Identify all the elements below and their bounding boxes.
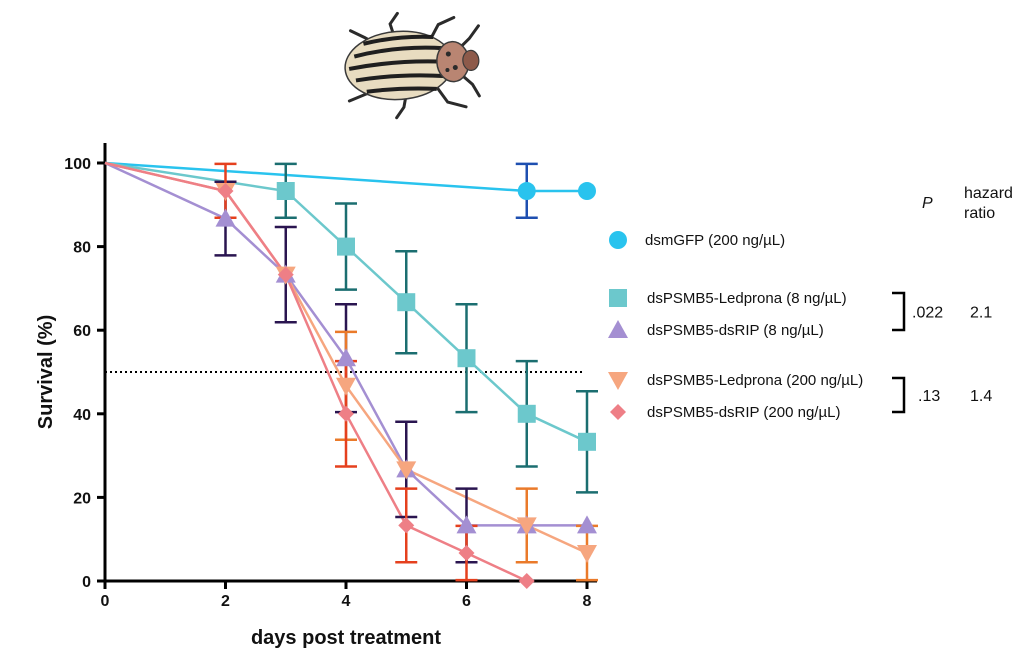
data-point-2 — [517, 404, 536, 423]
data-point-5 — [398, 517, 415, 534]
legend-marker-1 — [609, 231, 627, 249]
p-value-1: .022 — [912, 305, 943, 322]
data-point-5 — [217, 183, 234, 200]
legend-marker-2 — [609, 289, 627, 307]
y-axis-title: Survival (%) — [35, 315, 57, 429]
data-point-1 — [517, 182, 536, 201]
series-markers — [215, 182, 597, 589]
legend: dsmGFP (200 ng/µL) dsPSMB5-Ledprona (8 ng… — [608, 231, 863, 421]
legend-marker-3 — [608, 320, 628, 338]
hazard-ratio-1: 2.1 — [970, 305, 992, 322]
x-tick-label: 8 — [583, 593, 592, 610]
x-axis-title: days post treatment — [251, 627, 441, 649]
p-header: P — [922, 195, 933, 212]
data-point-5 — [277, 266, 294, 283]
x-tick-label: 0 — [101, 593, 110, 610]
data-point-3 — [215, 208, 236, 227]
data-point-3 — [456, 515, 477, 534]
p-value-2: .13 — [918, 388, 940, 405]
comparison-bracket-1 — [892, 291, 906, 332]
data-point-1 — [578, 182, 596, 201]
series-line-1 — [104, 161, 587, 193]
legend-label-3: dsPSMB5-dsRIP (8 ng/µL) — [647, 322, 824, 339]
comparison-bracket-2 — [892, 376, 906, 414]
data-point-3 — [577, 515, 597, 534]
data-point-4 — [516, 517, 537, 536]
y-tick-label: 40 — [73, 407, 91, 424]
data-point-4 — [396, 461, 417, 480]
legend-marker-4 — [608, 372, 628, 390]
y-tick-label: 100 — [64, 156, 91, 173]
data-point-2 — [276, 182, 295, 201]
y-tick-label: 0 — [82, 574, 91, 591]
data-point-3 — [336, 348, 356, 367]
data-point-2 — [457, 349, 476, 368]
data-point-5 — [518, 573, 535, 589]
legend-label-2: dsPSMB5-Ledprona (8 ng/µL) — [647, 290, 847, 307]
legend-label-5: dsPSMB5-dsRIP (200 ng/µL) — [647, 404, 840, 421]
y-tick-label: 60 — [73, 323, 91, 340]
hazard-header-line1: hazard — [964, 185, 1013, 202]
x-tick-label: 4 — [342, 593, 351, 610]
hazard-ratio-2: 1.4 — [970, 388, 992, 405]
data-point-5 — [458, 544, 475, 561]
y-tick-label: 80 — [73, 240, 91, 257]
legend-label-1: dsmGFP (200 ng/µL) — [645, 232, 785, 249]
y-tick-label: 20 — [73, 490, 91, 507]
x-tick-label: 6 — [462, 593, 471, 610]
data-point-4 — [577, 544, 597, 563]
hazard-header-line2: ratio — [964, 205, 995, 222]
data-point-2 — [337, 237, 355, 256]
beetle-illustration — [344, 11, 481, 120]
x-tick-label: 2 — [221, 593, 230, 610]
series-line-3 — [104, 161, 587, 527]
legend-marker-5 — [610, 404, 626, 420]
data-point-2 — [578, 432, 596, 451]
legend-label-4: dsPSMB5-Ledprona (200 ng/µL) — [647, 372, 863, 389]
data-point-2 — [397, 293, 416, 312]
data-point-4 — [336, 377, 356, 396]
data-point-5 — [338, 405, 354, 422]
